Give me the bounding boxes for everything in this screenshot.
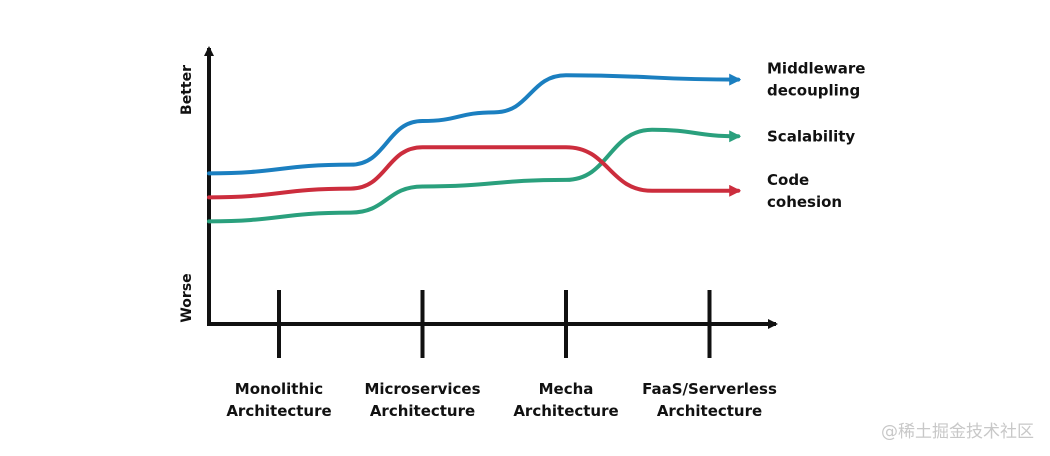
series-label: Code (767, 171, 809, 189)
x-tick-label: Architecture (370, 402, 475, 420)
x-tick-label: Mecha (539, 380, 594, 398)
y-axis-label-low: Worse (179, 273, 195, 322)
chart-labels: Monolithic Architecture Microservices Archi… (226, 60, 865, 420)
chart-axes (204, 46, 778, 329)
watermark: @稀土掘金技术社区 (881, 422, 1034, 442)
x-tick-label: Microservices (364, 380, 480, 398)
series-label: cohesion (767, 193, 842, 211)
series-label: decoupling (767, 82, 860, 100)
series-line (207, 127, 742, 224)
series-label: Middleware (767, 60, 865, 78)
x-tick-label: FaaS/Serverless (642, 380, 777, 398)
series-line (207, 73, 742, 176)
x-tick-label: Architecture (657, 402, 762, 420)
series-label: Scalability (767, 127, 855, 145)
series-lines (207, 73, 742, 224)
series-line (207, 145, 742, 200)
x-tick-label: Architecture (513, 402, 618, 420)
x-ticks (277, 290, 712, 358)
y-axis-label-high: Better (179, 65, 195, 115)
x-tick-label: Architecture (226, 402, 331, 420)
x-tick-label: Monolithic (235, 380, 323, 398)
